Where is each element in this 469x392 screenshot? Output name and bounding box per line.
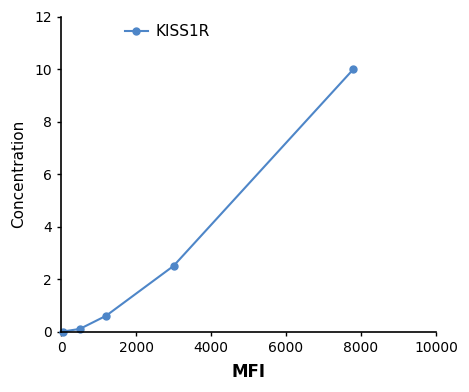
Legend: KISS1R: KISS1R bbox=[125, 24, 210, 39]
Line: KISS1R: KISS1R bbox=[60, 65, 357, 335]
KISS1R bbox=[171, 263, 176, 268]
X-axis label: MFI: MFI bbox=[232, 363, 265, 381]
KISS1R bbox=[60, 329, 66, 334]
KISS1R bbox=[77, 327, 83, 331]
KISS1R bbox=[351, 67, 356, 71]
KISS1R bbox=[103, 314, 109, 318]
Y-axis label: Concentration: Concentration bbox=[11, 120, 26, 228]
